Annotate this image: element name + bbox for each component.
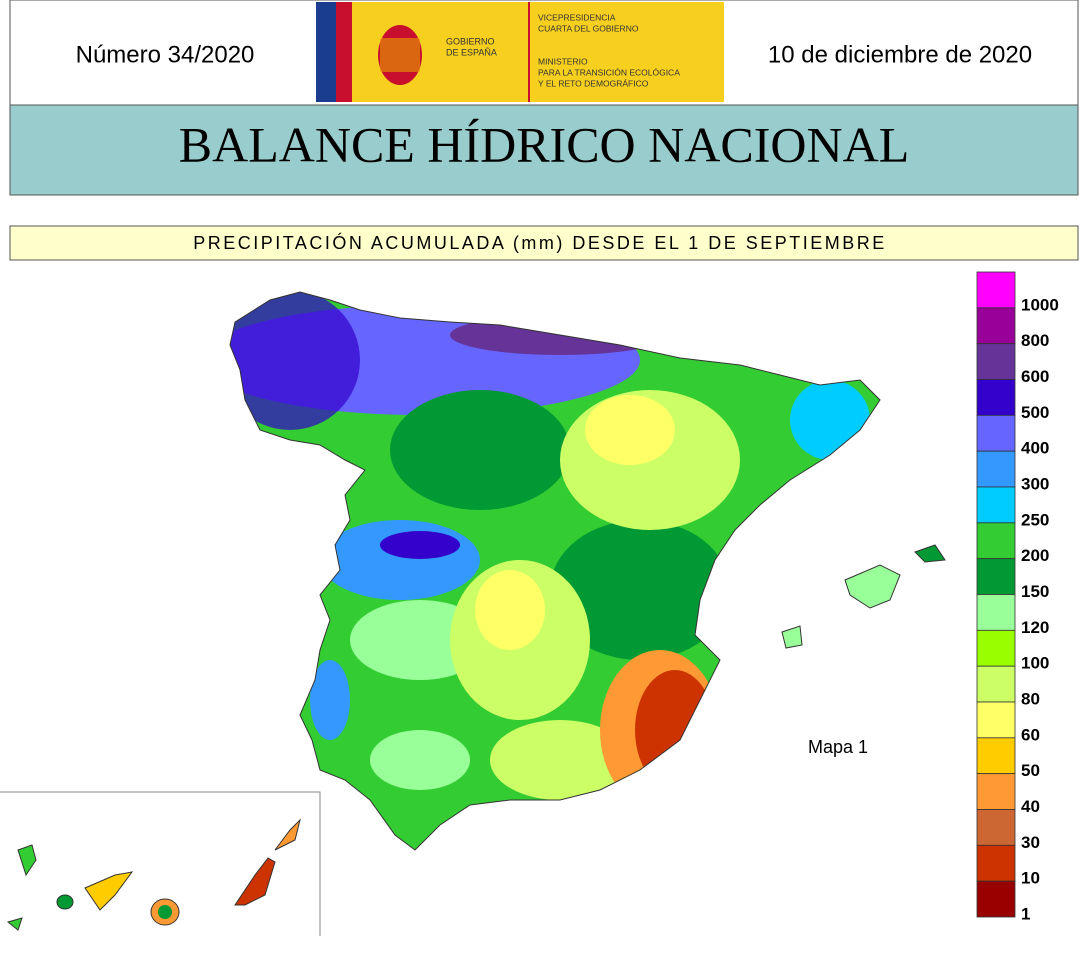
map-zone (550, 520, 730, 660)
legend-swatch (976, 379, 1016, 416)
legend-swatch (976, 773, 1016, 810)
legend-swatch (976, 665, 1016, 703)
legend-swatch (976, 701, 1016, 739)
legend-swatch (976, 486, 1016, 524)
legend-label: 100 (1021, 654, 1049, 673)
subtitle-banner (9, 225, 1079, 261)
logo: GOBIERNO DE ESPAÑA VICEPRESIDENCIA CUART… (316, 2, 724, 102)
legend-swatch (976, 629, 1016, 667)
logo-stripe (336, 2, 352, 102)
legend-label: 600 (1021, 367, 1049, 386)
legend-swatch (976, 737, 1016, 775)
legend-label: 120 (1021, 618, 1049, 637)
island (781, 625, 803, 649)
logo-text: GOBIERNO (446, 36, 495, 46)
title: BALANCE HÍDRICO NACIONAL (179, 116, 910, 172)
inset-frame (0, 791, 321, 936)
legend-swatch (976, 271, 1016, 309)
map-zone (320, 520, 480, 600)
subtitle: PRECIPITACIÓN ACUMULADA (mm) DESDE EL 1 … (193, 232, 887, 253)
logo-text: VICEPRESIDENCIA (538, 12, 616, 22)
legend-label: 400 (1021, 439, 1049, 458)
legend-swatch (976, 522, 1016, 560)
logo-text: Y EL RETO DEMOGRÁFICO (538, 78, 649, 88)
logo-shield (380, 38, 420, 72)
map-zone (310, 660, 350, 740)
legend-label: 500 (1021, 403, 1049, 422)
logo-divider (528, 2, 530, 102)
map-zone (635, 670, 715, 790)
legend-label: 800 (1021, 331, 1049, 350)
logo-text: DE ESPAÑA (446, 47, 497, 57)
map-zone (370, 730, 470, 790)
legend-label: 250 (1021, 510, 1049, 529)
legend-label: 40 (1021, 797, 1040, 816)
legend-label: 60 (1021, 725, 1040, 744)
legend-swatch (976, 844, 1016, 882)
legend-swatch (976, 414, 1016, 452)
legend-label: 200 (1021, 546, 1049, 565)
coastline (229, 291, 881, 851)
legend-label: 80 (1021, 689, 1040, 708)
legend: 1000 800 600 500 400 300 250 200 150 120 100 80 60 50… (976, 271, 1059, 923)
map-zone (585, 395, 675, 465)
logo-stripe (316, 2, 336, 102)
precipitation-map (230, 292, 880, 850)
logo-text: CUARTA DEL GOBIERNO (538, 23, 639, 33)
island (914, 544, 946, 563)
legend-label: 1 (1021, 904, 1030, 923)
legend-swatch (976, 343, 1016, 380)
legend-label: 50 (1021, 761, 1040, 780)
legend-swatch (976, 594, 1016, 631)
map-zone (380, 531, 460, 559)
map-zone (230, 292, 360, 430)
title-banner (9, 104, 1079, 196)
legend-swatch (976, 558, 1016, 595)
legend-label: 1000 (1021, 295, 1059, 314)
logo-text: PARA LA TRANSICIÓN ECOLÓGICA (538, 67, 680, 77)
legend-swatch (976, 809, 1016, 846)
legend-swatch (976, 307, 1016, 345)
legend-label: 150 (1021, 582, 1049, 601)
island (844, 564, 901, 609)
legend-swatch (976, 450, 1016, 488)
bulletin-number: Número 34/2020 (76, 41, 255, 68)
canary-islands (6, 818, 301, 931)
map-label: Mapa 1 (808, 737, 868, 757)
logo-text: MINISTERIO (538, 56, 588, 66)
logo-bg (316, 2, 724, 102)
map-zone (390, 390, 570, 510)
map-zone (490, 720, 630, 800)
map-zone (475, 570, 545, 650)
legend-swatch (976, 880, 1016, 918)
legend-label: 300 (1021, 474, 1049, 493)
map-zone (790, 380, 870, 460)
bulletin-date: 10 de diciembre de 2020 (768, 41, 1032, 68)
legend-label: 10 (1021, 869, 1040, 888)
legend-label: 30 (1021, 833, 1040, 852)
